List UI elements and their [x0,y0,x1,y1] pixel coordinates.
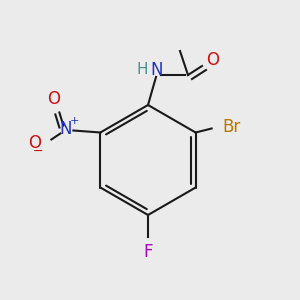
Text: H: H [136,62,148,77]
Text: O: O [28,134,41,152]
Text: +: + [70,116,79,125]
Text: F: F [143,243,153,261]
Text: N: N [59,119,72,137]
Text: −: − [33,145,44,158]
Text: O: O [206,51,220,69]
Text: O: O [47,91,60,109]
Text: Br: Br [223,118,241,136]
Text: N: N [151,61,163,79]
